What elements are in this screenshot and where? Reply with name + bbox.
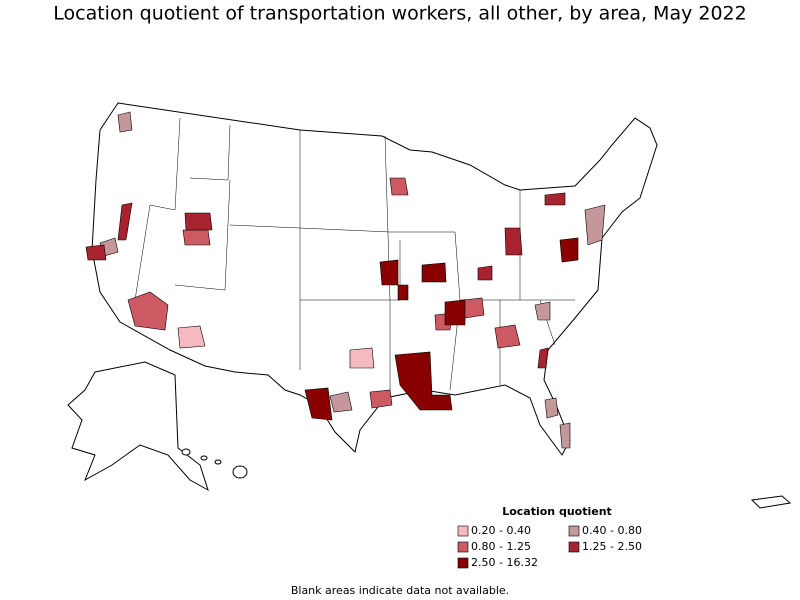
legend-swatch	[457, 541, 469, 553]
area	[369, 389, 393, 409]
area	[462, 297, 485, 319]
area	[584, 204, 606, 246]
area	[397, 284, 409, 301]
area	[177, 325, 206, 349]
area	[117, 111, 133, 133]
area	[389, 177, 409, 196]
area	[544, 397, 559, 419]
legend-label: 0.40 - 0.80	[582, 524, 642, 537]
area	[117, 202, 133, 241]
areas	[85, 111, 606, 449]
map	[67, 102, 792, 509]
area	[394, 351, 453, 411]
legend: Location quotient 0.20 - 0.40 0.40 - 0.80…	[457, 505, 642, 569]
legend-label: 0.20 - 0.40	[471, 524, 531, 537]
legend-swatch	[457, 525, 469, 537]
legend-swatch	[568, 541, 580, 553]
legend-swatch	[457, 557, 469, 569]
alaska	[67, 361, 209, 492]
area	[329, 391, 353, 413]
legend-label: 1.25 - 2.50	[582, 540, 642, 553]
puerto-rico	[750, 495, 792, 509]
area	[444, 299, 466, 326]
footnote: Blank areas indicate data not available.	[291, 584, 509, 597]
legend-title: Location quotient	[502, 505, 612, 518]
area	[559, 422, 571, 449]
legend-swatch	[568, 525, 580, 537]
area	[85, 244, 107, 261]
area	[421, 262, 447, 283]
area	[349, 347, 375, 369]
area	[304, 387, 333, 421]
area	[127, 291, 169, 331]
area	[537, 347, 549, 369]
area	[184, 212, 213, 231]
area	[477, 265, 493, 281]
legend-label: 0.80 - 1.25	[471, 540, 531, 553]
area	[379, 259, 399, 286]
area	[504, 227, 523, 256]
area	[182, 229, 211, 246]
area	[494, 324, 521, 349]
area	[544, 192, 566, 206]
area	[534, 301, 551, 321]
legend-label: 2.50 - 16.32	[471, 556, 538, 569]
area	[559, 237, 579, 263]
title: Location quotient of transportation work…	[53, 3, 746, 25]
hawaii	[181, 448, 248, 479]
